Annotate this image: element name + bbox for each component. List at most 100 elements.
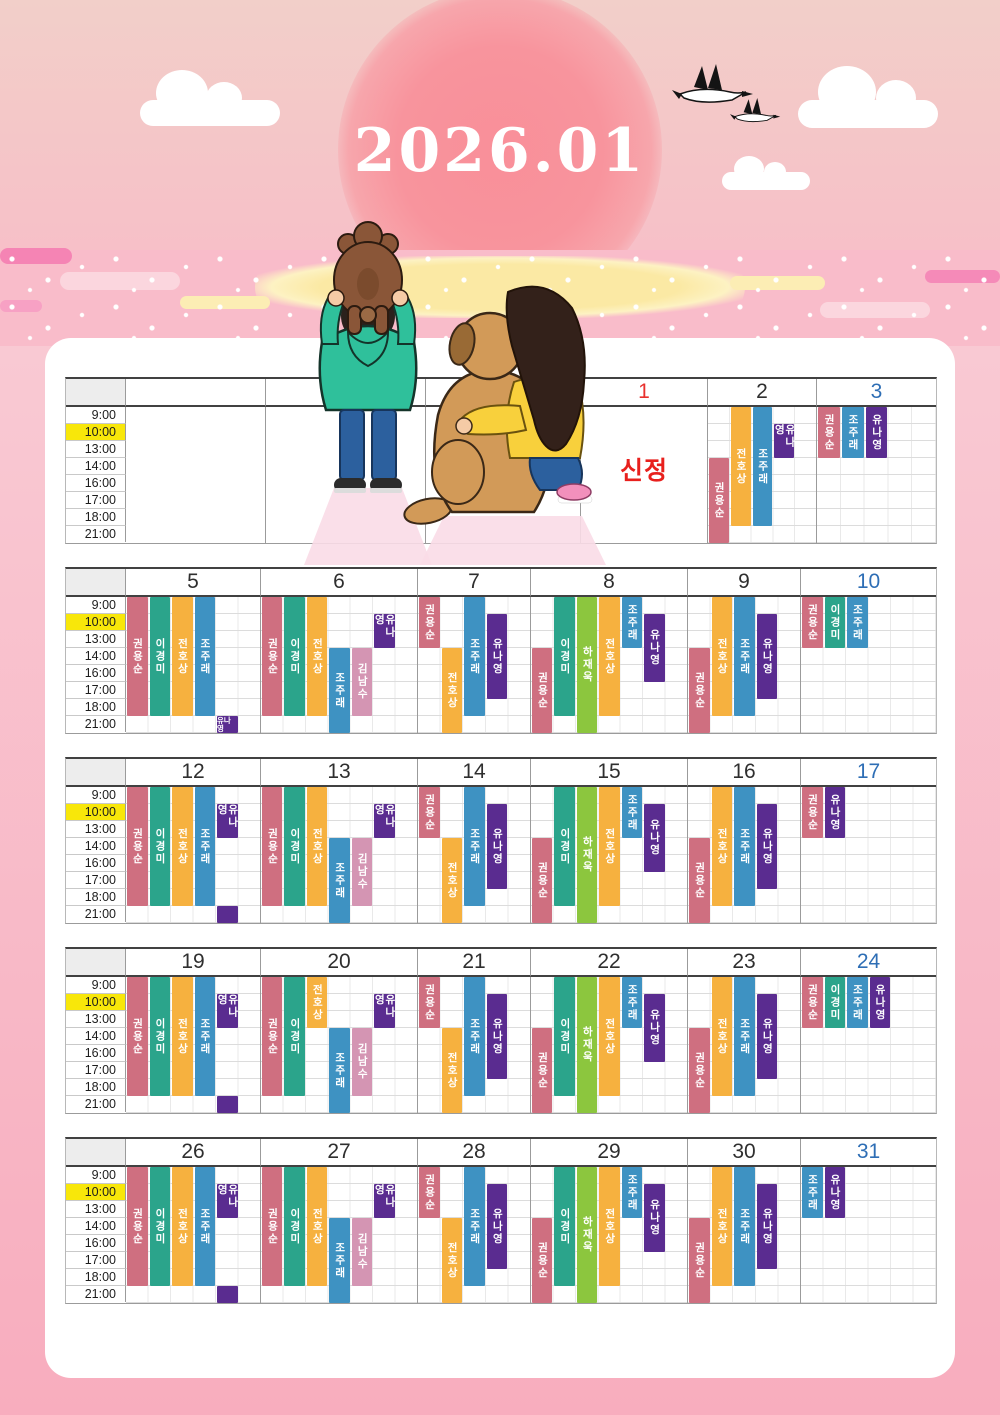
time-label: 21:00 bbox=[66, 526, 126, 542]
staff-name: 권용순 bbox=[131, 637, 144, 676]
time-label: 10:00 bbox=[66, 424, 126, 441]
time-label: 21:00 bbox=[66, 716, 126, 732]
staff-name: 조주래 bbox=[626, 1173, 639, 1212]
staff-name: 유나영 bbox=[373, 1184, 396, 1209]
staff-name: 전호상 bbox=[446, 1241, 459, 1280]
staff-name: 조주래 bbox=[738, 827, 751, 866]
staff-bar-cho: 조주래 bbox=[329, 648, 350, 733]
staff-bar-kwon: 권용순 bbox=[802, 977, 823, 1028]
staff-bar-yoo: 유나영 bbox=[373, 1184, 396, 1218]
staff-bar-cho: 조주래 bbox=[329, 838, 350, 923]
staff-name: 이경미 bbox=[154, 827, 166, 866]
staff-name: 권용순 bbox=[693, 861, 706, 900]
day-cell-20: 20 권용순 이경미 전호상 조주래 김남수 유나영 bbox=[261, 949, 418, 1113]
week-4: 9:00 10:00 13:00 14:00 16:00 17:00 18:00 21:00 1… bbox=[65, 947, 937, 1114]
day-schedule: 권용순 조주래 유나영 bbox=[817, 407, 936, 543]
staff-name: 권용순 bbox=[536, 1051, 549, 1090]
staff-bar-jeon: 전호상 bbox=[306, 787, 328, 906]
staff-bar-cho: 조주래 bbox=[621, 787, 643, 838]
time-label: 14:00 bbox=[66, 458, 126, 475]
time-label: 17:00 bbox=[66, 1062, 126, 1079]
day-schedule: 권용순 전호상 조주래 유나영 bbox=[418, 597, 531, 733]
staff-name: 이경미 bbox=[154, 637, 166, 676]
day-number: 6 bbox=[261, 569, 418, 597]
staff-name: 하재욱 bbox=[581, 1026, 594, 1064]
staff-name: 전호상 bbox=[311, 637, 324, 676]
staff-bar-yoo: 유나영 bbox=[756, 804, 778, 889]
staff-bar-kim: 김남수 bbox=[351, 1218, 373, 1286]
staff-name: 유나영 bbox=[761, 637, 774, 676]
time-label: 16:00 bbox=[66, 1235, 126, 1252]
day-schedule: 권용순 이경미 전호상 조주래 유나영 bbox=[126, 597, 261, 733]
staff-bar-cho: 조주래 bbox=[464, 597, 485, 716]
staff-bar-cho: 조주래 bbox=[329, 1218, 350, 1303]
day-schedule: 권용순 이경미 하재욱 전호상 조주래 유나영 bbox=[531, 1167, 688, 1303]
time-label: 17:00 bbox=[66, 492, 126, 509]
day-number: 1 bbox=[581, 379, 708, 407]
day-number: 21 bbox=[418, 949, 531, 977]
staff-bar-ha: 하재욱 bbox=[576, 977, 598, 1113]
staff-bar-cho: 조주래 bbox=[621, 597, 643, 648]
time-label: 10:00 bbox=[66, 614, 126, 631]
sea-accent bbox=[0, 248, 72, 264]
time-label: 9:00 bbox=[66, 407, 126, 424]
staff-name: 유나영 bbox=[373, 804, 396, 829]
day-number: 14 bbox=[418, 759, 531, 787]
staff-bar-jeon: 전호상 bbox=[730, 407, 751, 526]
staff-bar-jeon: 전호상 bbox=[306, 1167, 328, 1286]
staff-name: 전호상 bbox=[311, 827, 324, 866]
staff-name: 권용순 bbox=[423, 1173, 436, 1212]
day-schedule: 권용순 이경미 전호상 조주래 김남수 유나영 bbox=[261, 977, 418, 1113]
staff-bar-jeon: 전호상 bbox=[441, 1028, 463, 1113]
cloud-icon bbox=[722, 156, 810, 190]
time-label: 13:00 bbox=[66, 821, 126, 838]
staff-bar-cho: 조주래 bbox=[734, 977, 755, 1096]
day-cell-29: 29 권용순 이경미 하재욱 전호상 조주래 유나영 bbox=[531, 1139, 688, 1303]
staff-name: 조주래 bbox=[199, 1017, 211, 1056]
staff-bar-kwon: 권용순 bbox=[127, 977, 148, 1096]
time-label: 18:00 bbox=[66, 509, 126, 526]
staff-bar-kwon: 권용순 bbox=[532, 1028, 553, 1113]
staff-name: 이경미 bbox=[288, 637, 301, 676]
staff-name: 유나영 bbox=[874, 983, 886, 1022]
staff-bar-cho: 조주래 bbox=[847, 977, 868, 1028]
day-cell-16: 16 권용순 전호상 조주래 유나영 bbox=[688, 759, 801, 923]
staff-bar-jeon: 전호상 bbox=[711, 787, 733, 906]
staff-bar-lee: 이경미 bbox=[149, 597, 170, 716]
day-number: 23 bbox=[688, 949, 801, 977]
staff-bar-cho: 조주래 bbox=[621, 1167, 643, 1218]
staff-bar-yoo: 유나영 bbox=[869, 977, 890, 1028]
staff-name: 조주래 bbox=[846, 413, 859, 452]
new-year-illustration bbox=[304, 221, 606, 565]
time-label: 13:00 bbox=[66, 1201, 126, 1218]
day-schedule: 조주래 유나영 bbox=[801, 1167, 936, 1303]
time-label: 13:00 bbox=[66, 631, 126, 648]
staff-name: 조주래 bbox=[626, 983, 639, 1022]
time-label: 14:00 bbox=[66, 1218, 126, 1235]
staff-name: 김남수 bbox=[356, 853, 369, 891]
staff-name: 전호상 bbox=[176, 827, 189, 866]
staff-bar-cho: 조주래 bbox=[734, 1167, 755, 1286]
time-label: 14:00 bbox=[66, 1028, 126, 1045]
staff-bar-kwon: 권용순 bbox=[419, 1167, 440, 1218]
staff-name: 유나영 bbox=[773, 424, 796, 449]
time-label: 18:00 bbox=[66, 1269, 126, 1286]
week-5: 9:00 10:00 13:00 14:00 16:00 17:00 18:00 21:00 2… bbox=[65, 1137, 937, 1304]
staff-name: 유나영 bbox=[216, 994, 239, 1019]
day-number bbox=[126, 379, 266, 407]
calendar-card: 9:00 10:00 13:00 14:00 16:00 17:00 18:00 21:00 1… bbox=[45, 338, 955, 1378]
staff-bar-yoo: 유나영 bbox=[216, 1184, 239, 1218]
staff-name: 권용순 bbox=[266, 637, 279, 676]
staff-bar-cho: 조주래 bbox=[847, 597, 868, 648]
day-schedule: 권용순 이경미 전호상 조주래 유나영 bbox=[126, 787, 261, 923]
staff-name: 김남수 bbox=[356, 663, 369, 701]
day-cell-21: 21 권용순 전호상 조주래 유나영 bbox=[418, 949, 531, 1113]
staff-bar-jeon: 전호상 bbox=[599, 787, 620, 906]
time-label: 14:00 bbox=[66, 838, 126, 855]
staff-name: 유나영 bbox=[761, 1017, 774, 1056]
staff-bar-ha: 하재욱 bbox=[576, 1167, 598, 1303]
day-cell-22: 22 권용순 이경미 하재욱 전호상 조주래 유나영 bbox=[531, 949, 688, 1113]
staff-name: 권용순 bbox=[823, 413, 836, 452]
staff-bar-kwon: 권용순 bbox=[709, 458, 729, 543]
day-schedule: 권용순 이경미 전호상 조주래 김남수 유나영 bbox=[261, 787, 418, 923]
